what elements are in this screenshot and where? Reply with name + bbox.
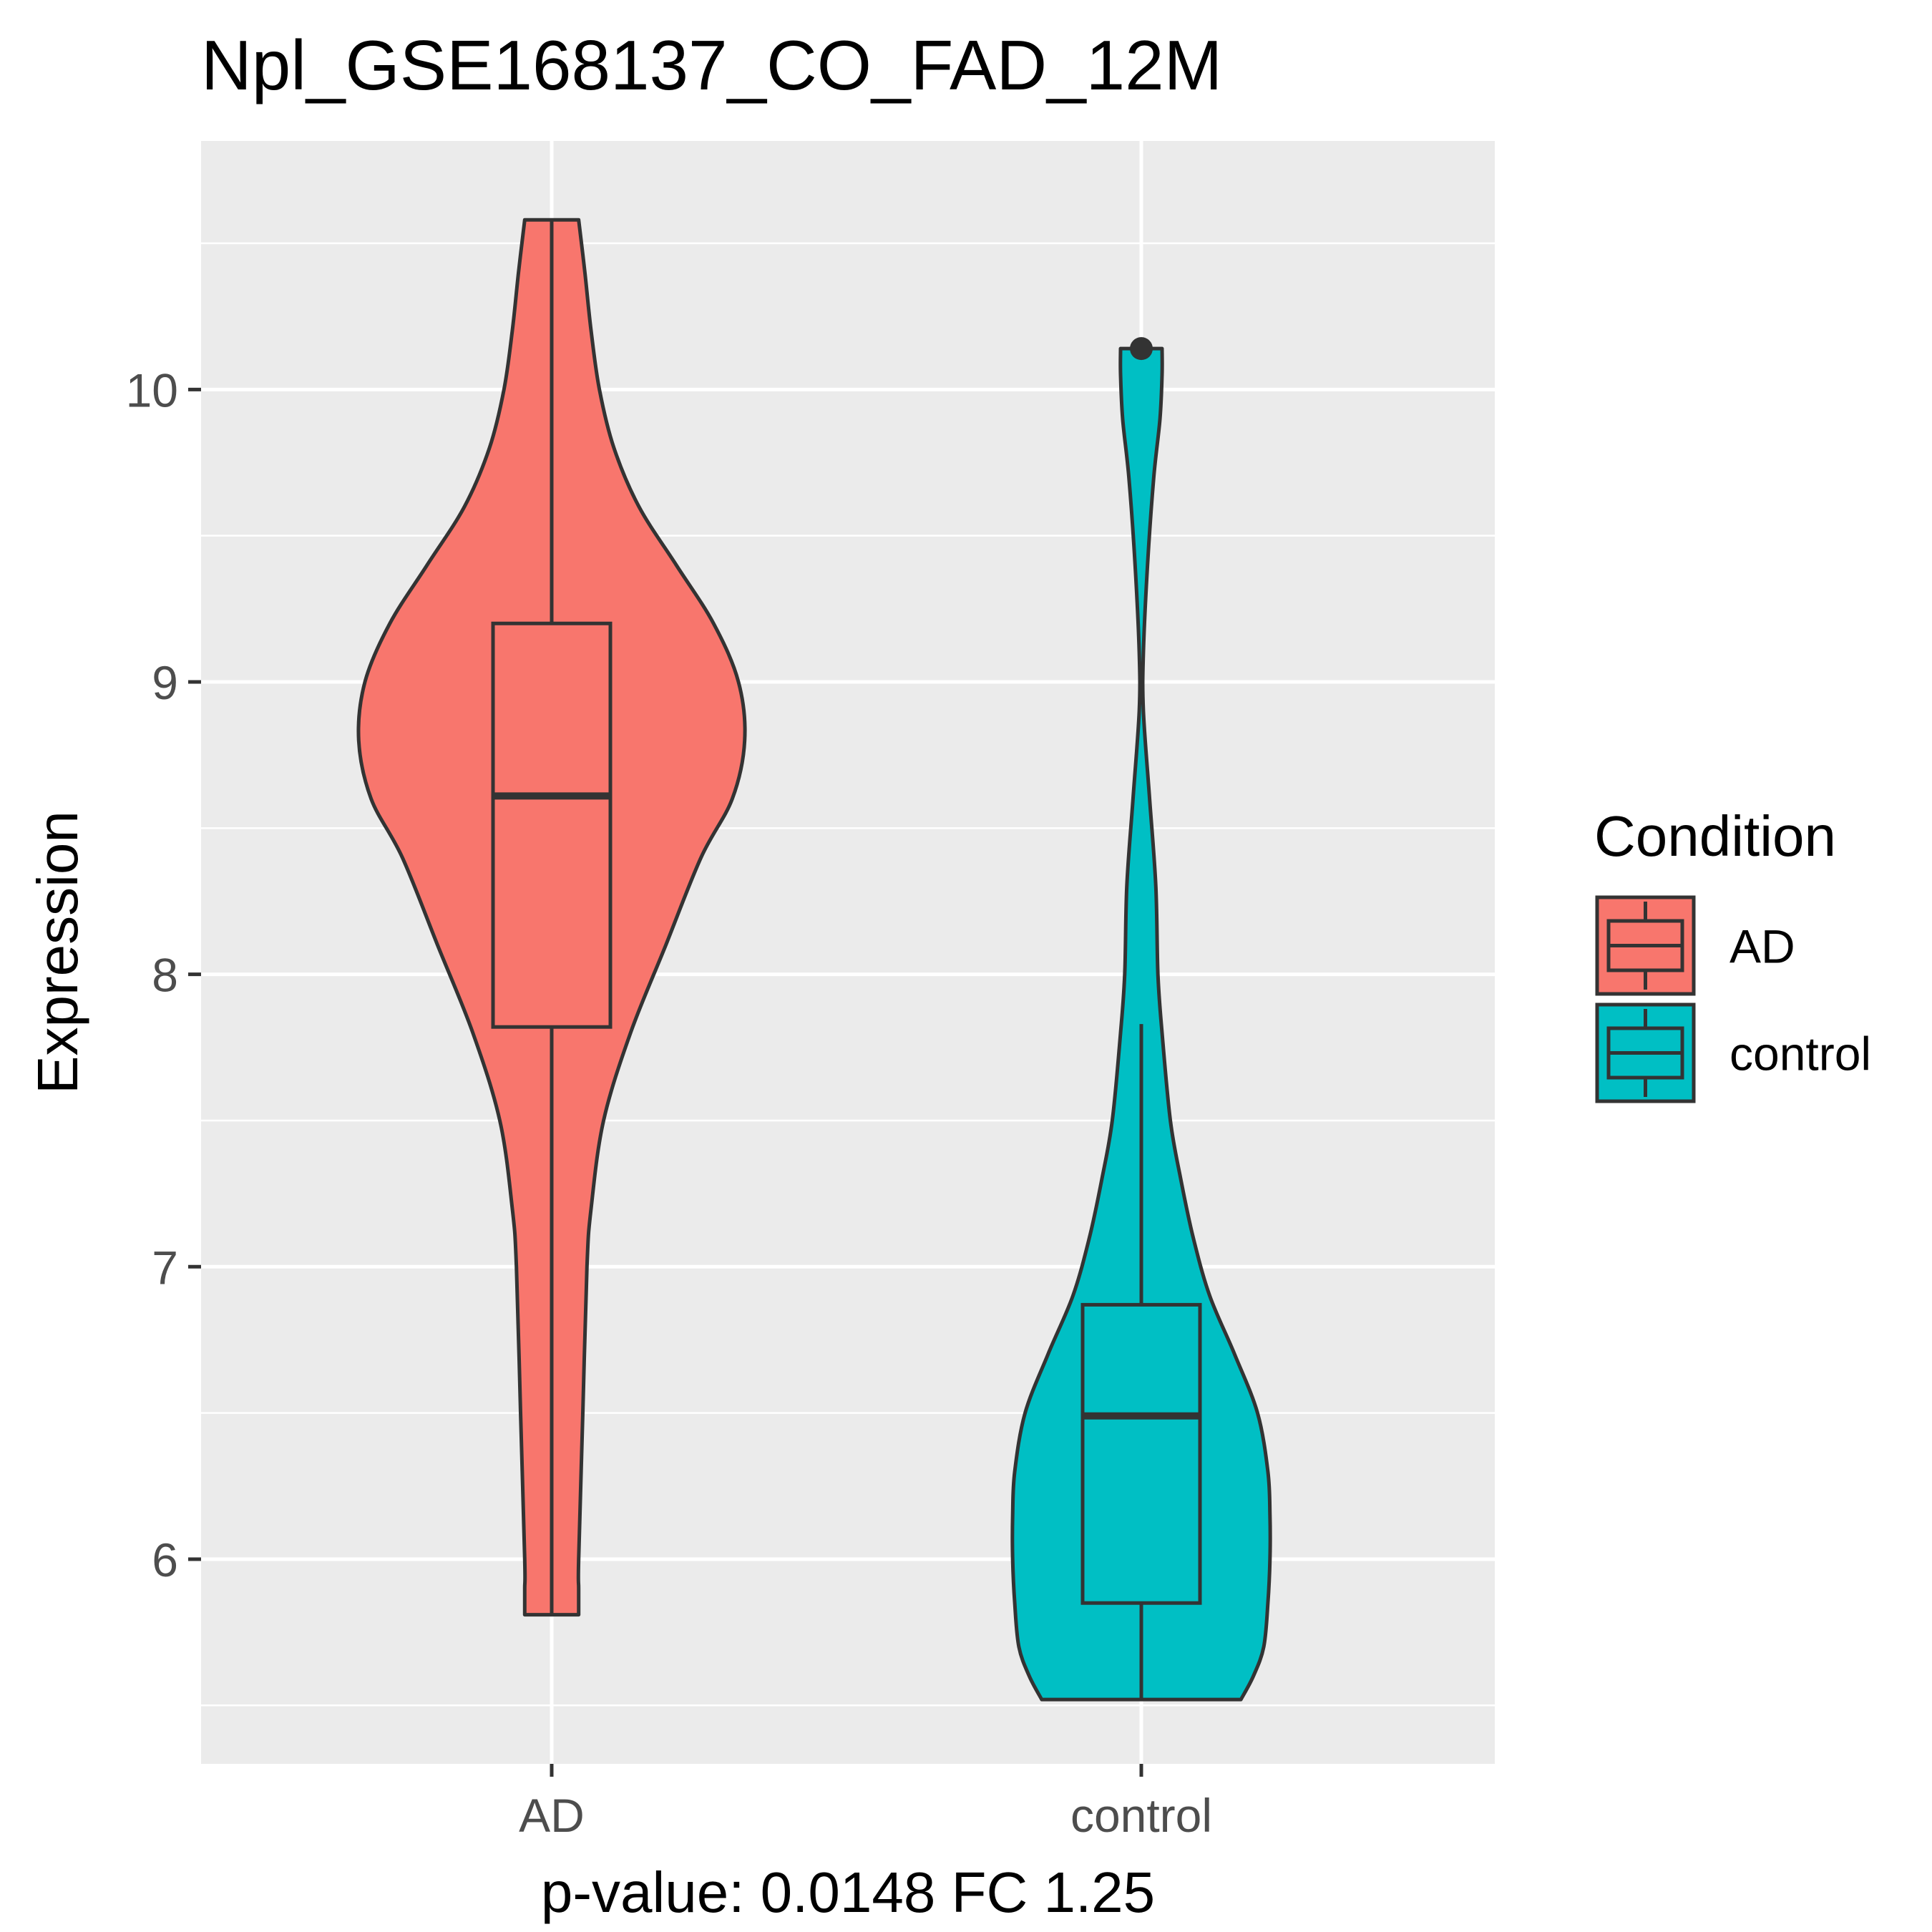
y-tick-label: 8: [152, 949, 178, 1002]
legend-label-AD: AD: [1729, 920, 1795, 973]
y-tick-label: 6: [152, 1533, 178, 1586]
violin-control: [1010, 346, 1272, 1702]
plot-panel: [201, 141, 1495, 1764]
chart-title: Npl_GSE168137_CO_FAD_12M: [201, 26, 1222, 104]
x-axis-label: p-value: 0.0148 FC 1.25: [541, 1860, 1155, 1924]
legend-label-control: control: [1729, 1028, 1871, 1080]
y-axis: 6 7 8 9 10: [126, 364, 201, 1586]
x-tick-label: control: [1070, 1789, 1212, 1842]
box-AD: [491, 621, 613, 1029]
x-axis: AD control: [519, 1764, 1212, 1842]
y-axis-label: Expression: [26, 811, 89, 1094]
x-tick-label: AD: [519, 1789, 585, 1842]
y-tick-label: 9: [152, 656, 178, 709]
legend-items: AD control: [1595, 895, 1871, 1103]
legend: Condition AD control: [1594, 804, 1871, 1103]
y-tick-label: 10: [126, 364, 178, 416]
boxplot-layer: [491, 220, 1202, 1700]
legend-title: Condition: [1594, 804, 1836, 868]
outlier-point-control: [1130, 337, 1153, 361]
y-tick-label: 7: [152, 1241, 178, 1294]
box-control: [1080, 1302, 1202, 1605]
